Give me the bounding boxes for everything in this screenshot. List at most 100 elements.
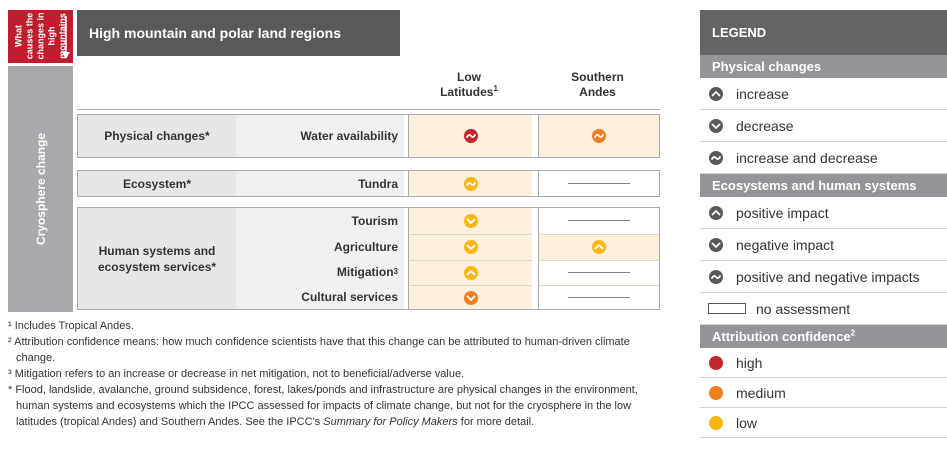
group-label: Physical changes* [78,115,236,157]
row-label: Water availability [236,115,404,157]
legend-item: medium [700,378,947,408]
symbol-circle [463,290,478,305]
legend-section: Ecosystems and human systems [700,174,947,197]
legend: LEGEND Physical changes increase decrease in… [700,10,947,438]
symbol-glyph [465,181,476,186]
legend-label: decrease [736,117,794,134]
row-label-text: Cultural services [301,290,398,305]
no-assessment-icon [708,303,746,314]
no-assessment [568,220,630,222]
legend-section-sup: 2 [850,328,856,338]
row-label: Cultural services [236,285,404,309]
legend-item: increase [700,78,947,110]
cell [408,259,532,286]
cell [538,233,659,260]
cell [538,208,659,234]
symbol-glyph [711,274,721,279]
legend-label: medium [736,384,786,401]
symbol-circle [592,240,606,255]
symbol-circle [463,213,478,228]
cell [538,285,659,309]
footnote: ³ Mitigation refers to an increase or de… [8,368,465,380]
footnote: ² Attribution confidence means: how much… [8,336,630,364]
footnote-text: * Flood, landslide, avalanche, ground su… [8,384,638,428]
footnote-text: for more detail. [457,416,535,428]
legend-item: no assessment [700,293,947,325]
symbol [709,86,723,101]
footnote: ¹ Includes Tropical Andes. [8,320,134,332]
cell [408,171,532,196]
symbol [709,150,723,165]
symbol [463,240,478,255]
symbol [592,240,606,255]
symbol [709,385,723,400]
cell [538,171,659,196]
cryosphere-bar: Cryosphere change [8,66,73,312]
symbol [463,129,478,143]
legend-label: low [736,414,758,431]
symbol-circle [709,237,723,252]
cell [408,208,532,234]
group-label: Human systems and ecosystem services* [78,208,236,309]
header-title: High mountain and polar land regions [89,25,342,41]
symbol-circle [709,415,723,430]
cell [408,233,532,260]
legend-item: positive and negative impacts [700,261,947,293]
legend-title: LEGEND [700,10,947,55]
symbol-glyph [465,134,476,138]
symbol [709,205,723,220]
symbol-glyph [711,242,721,248]
symbol [709,355,723,370]
legend-section-text: Attribution confidence [712,329,851,344]
row-label-text: Tundra [358,176,398,191]
column-header: Low Latitudes1 [429,70,509,100]
symbol-glyph [466,269,475,276]
symbol-circle [709,118,723,133]
header: High mountain and polar land regions [77,10,400,56]
symbol-glyph [466,295,475,301]
row-label-text: Water availability [300,129,398,143]
legend-item: high [700,348,947,378]
row-label: Agriculture [236,233,404,260]
symbol [463,176,478,191]
symbol [709,237,723,252]
legend-label: negative impact [736,236,835,253]
group: Human systems and ecosystem services* Tou… [77,207,660,310]
column-header: Southern Andes [558,70,638,100]
legend-item: negative impact [700,229,947,261]
symbol [709,269,723,284]
group-label: Ecosystem* [78,171,236,196]
symbol [463,265,478,280]
legend-label: no assessment [756,300,851,317]
footnote: * Flood, landslide, avalanche, ground su… [8,382,653,430]
legend-label: high [736,354,763,371]
row-label-text: Mitigation [336,265,394,280]
footnote-italic: Summary for Policy Makers [323,416,458,428]
legend-item: increase and decrease [700,142,947,174]
cell [538,259,659,286]
cause-bar: What causes the changes in high mountain… [8,10,73,63]
symbol-glyph [594,243,604,250]
row-label: Tourism [236,208,404,234]
row-label: Tundra [236,171,404,196]
symbol-circle [709,86,723,101]
symbol-circle [709,355,723,370]
symbol-glyph [711,123,721,129]
legend-item: low [700,408,947,438]
legend-label: positive and negative impacts [736,268,920,285]
legend-item: decrease [700,110,947,142]
symbol-circle [709,385,723,400]
legend-label: increase [736,85,789,102]
symbol-glyph [711,155,721,160]
symbol [709,415,723,430]
row-label-text: Tourism [351,213,398,228]
legend-label: increase and decrease [736,149,878,166]
symbol-glyph [466,244,475,251]
cryosphere-label: Cryosphere change [34,132,48,246]
symbol-glyph [594,134,604,138]
no-assessment [568,297,630,299]
symbol [709,118,723,133]
symbol-circle [463,240,478,255]
legend-label: positive impact [736,204,829,221]
